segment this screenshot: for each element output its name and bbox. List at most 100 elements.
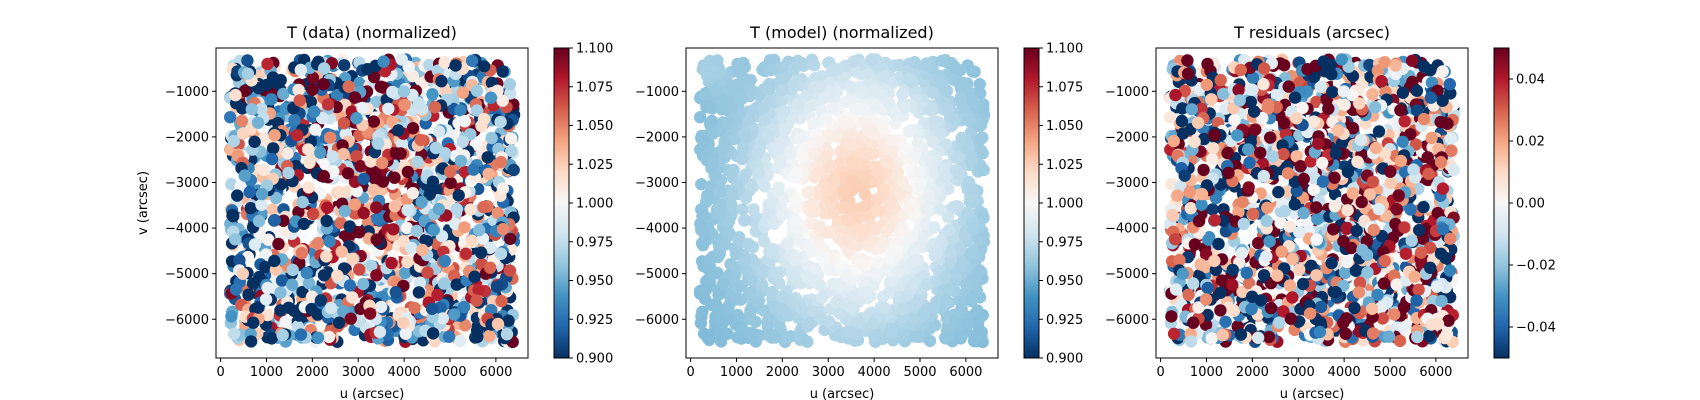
scatter-point — [1444, 132, 1458, 145]
scatter-point — [1311, 212, 1324, 226]
scatter-point — [286, 278, 299, 291]
scatter-point — [224, 111, 237, 124]
scatter-point — [1413, 223, 1426, 237]
scatter-point — [805, 245, 818, 258]
scatter-point — [307, 105, 321, 118]
scatter-point — [268, 254, 281, 268]
colorbar-tick-label: 1.050 — [1046, 119, 1083, 134]
scatter-point — [923, 334, 937, 348]
scatter-point — [791, 98, 805, 111]
scatter-point — [281, 147, 294, 160]
x-tick-label: 2000 — [296, 365, 329, 380]
scatter-point — [918, 308, 931, 321]
scatter-point — [738, 129, 751, 142]
scatter-point — [955, 131, 968, 145]
scatter-point — [484, 91, 498, 104]
scatter-point — [954, 261, 967, 274]
scatter-point — [791, 201, 804, 214]
scatter-point — [935, 54, 949, 67]
scatter-point — [296, 285, 309, 299]
scatter-point — [974, 132, 988, 145]
colorbar-tick-label: 1.000 — [576, 197, 613, 212]
scatter-point — [320, 214, 333, 228]
scatter-points — [223, 53, 521, 349]
scatter-point — [406, 69, 420, 83]
scatter-point — [246, 277, 260, 290]
scatter-point — [302, 181, 315, 194]
scatter-point — [776, 83, 789, 97]
scatter-point — [398, 98, 411, 112]
scatter-point — [337, 147, 350, 161]
scatter-point — [321, 201, 334, 214]
scatter-point — [844, 300, 858, 314]
scatter-point — [1206, 203, 1219, 216]
colorbar-tick-label: 0.975 — [1046, 235, 1083, 250]
scatter-point — [324, 301, 338, 315]
scatter-point — [790, 214, 803, 228]
scatter-point — [858, 171, 871, 184]
x-tick-label: 5000 — [433, 365, 466, 380]
scatter-point — [852, 102, 865, 116]
scatter-point — [912, 330, 926, 343]
scatter-point — [856, 85, 869, 99]
scatter-point — [410, 224, 423, 238]
scatter-point — [757, 304, 771, 317]
scatter-point — [302, 277, 316, 290]
scatter-point — [952, 167, 965, 181]
scatter-point — [243, 185, 256, 199]
scatter-point — [496, 94, 509, 107]
scatter-point — [699, 283, 713, 296]
scatter-point — [711, 54, 724, 67]
scatter-point — [763, 94, 776, 107]
scatter-point — [370, 201, 383, 214]
colorbar-tick-label: 0.900 — [576, 352, 613, 367]
scatter-point — [471, 330, 484, 344]
scatter-point — [869, 327, 882, 340]
scatter-point — [694, 111, 707, 124]
scatter-point — [427, 223, 440, 237]
scatter-point — [699, 88, 712, 102]
scatter-point — [776, 207, 790, 221]
scatter-point — [787, 62, 801, 75]
scatter-point — [697, 327, 711, 340]
scatter-point — [452, 189, 465, 202]
scatter-point — [965, 294, 978, 308]
y-tick-label: −6000 — [635, 313, 679, 328]
scatter-point — [395, 53, 408, 66]
scatter-point — [449, 59, 462, 72]
scatter-point — [758, 113, 771, 127]
scatter-point — [236, 127, 250, 140]
colorbar-tick-label: 1.050 — [576, 119, 613, 134]
scatter-point — [426, 327, 440, 340]
scatter-point — [905, 75, 918, 88]
scatter-point — [973, 264, 987, 277]
scatter-point — [406, 187, 419, 200]
x-tick-label: 2000 — [766, 365, 799, 380]
scatter-point — [812, 80, 825, 93]
scatter-point — [842, 137, 855, 150]
scatter-point — [338, 59, 351, 72]
scatter-point — [323, 235, 336, 248]
scatter-point — [914, 165, 927, 178]
scatter-point — [827, 172, 840, 186]
scatter-point — [259, 260, 272, 274]
scatter-point — [1372, 125, 1386, 138]
scatter-point — [951, 151, 964, 164]
scatter-point — [415, 195, 428, 209]
scatter-point — [242, 288, 255, 301]
scatter-point — [794, 301, 808, 315]
scatter-point — [816, 291, 829, 304]
scatter-point — [331, 269, 344, 282]
scatter-point — [265, 332, 278, 345]
scatter-point — [244, 335, 258, 348]
scatter-point — [251, 116, 265, 129]
scatter-point — [736, 203, 749, 216]
x-tick-label: 3000 — [812, 365, 845, 380]
scatter-point — [261, 281, 274, 295]
scatter-point — [762, 83, 775, 97]
scatter-point — [947, 112, 961, 126]
scatter-point — [268, 214, 281, 227]
scatter-point — [744, 73, 757, 87]
scatter-point — [291, 129, 304, 142]
